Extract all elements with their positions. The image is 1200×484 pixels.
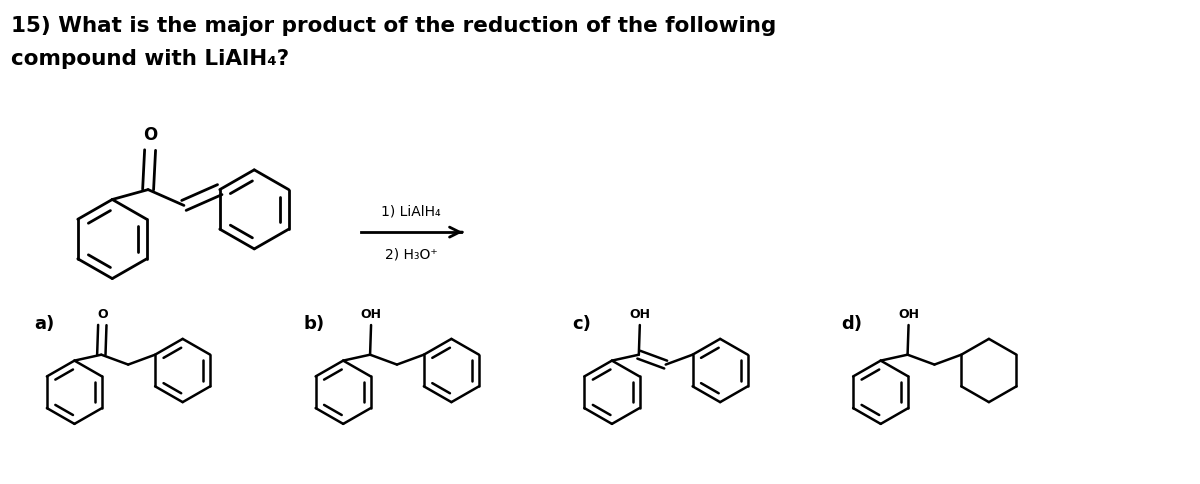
Text: OH: OH (629, 307, 650, 320)
Text: O: O (143, 126, 157, 144)
Text: OH: OH (360, 307, 382, 320)
Text: c): c) (572, 315, 592, 333)
Text: OH: OH (898, 307, 919, 320)
Text: 2) H₃O⁺: 2) H₃O⁺ (384, 247, 437, 261)
Text: b): b) (304, 315, 324, 333)
Text: O: O (97, 307, 108, 320)
Text: d): d) (841, 315, 862, 333)
Text: 1) LiAlH₄: 1) LiAlH₄ (382, 204, 440, 218)
Text: 15) What is the major product of the reduction of the following: 15) What is the major product of the red… (11, 15, 776, 35)
Text: compound with LiAlH₄?: compound with LiAlH₄? (11, 49, 289, 69)
Text: a): a) (35, 315, 55, 333)
